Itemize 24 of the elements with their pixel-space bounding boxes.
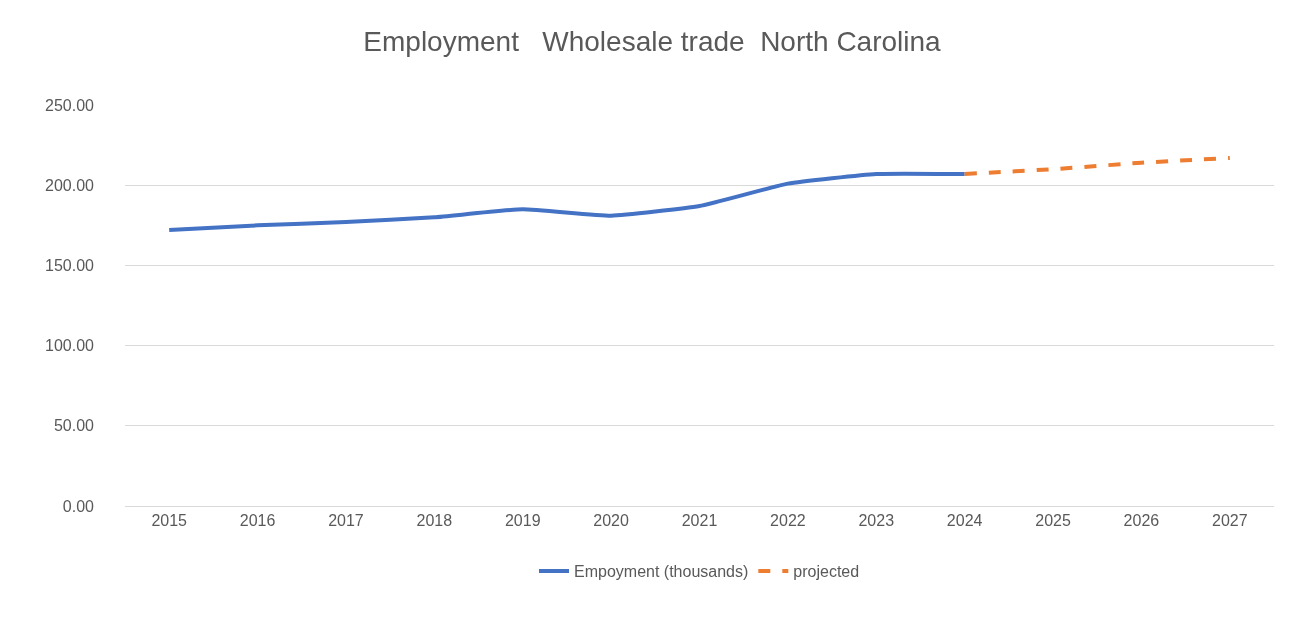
line-series	[962, 155, 1232, 176]
x-tick-label: 2021	[681, 512, 718, 530]
x-tick-label: 2020	[593, 512, 630, 530]
x-tick-label: 2017	[328, 512, 364, 530]
x-tick-label: 2023	[858, 512, 895, 530]
y-tick-label: 50.00	[53, 417, 95, 435]
x-tick-label: 2022	[770, 512, 806, 530]
x-tick-label: 2024	[946, 512, 983, 530]
x-tick-label: 2016	[239, 512, 276, 530]
x-tick-label: 2027	[1212, 512, 1248, 530]
legend-label: projected	[793, 563, 860, 581]
line-series	[167, 171, 967, 233]
x-tick-label: 2019	[504, 512, 541, 530]
chart-title: Employment Wholesale trade North Carolina	[363, 26, 942, 58]
x-tick-label: 2025	[1035, 512, 1071, 530]
y-tick-label: 0.00	[62, 497, 95, 515]
y-tick-label: 150.00	[45, 257, 95, 274]
y-tick-label: 200.00	[45, 176, 95, 194]
x-tick-label: 2018	[416, 512, 453, 530]
legend-label: Empoyment (thousands)	[574, 563, 749, 581]
x-tick-label: 2026	[1123, 512, 1160, 530]
y-tick-label: 100.00	[45, 337, 95, 355]
y-tick-label: 250.00	[45, 96, 95, 114]
x-tick-label: 2015	[151, 512, 188, 530]
